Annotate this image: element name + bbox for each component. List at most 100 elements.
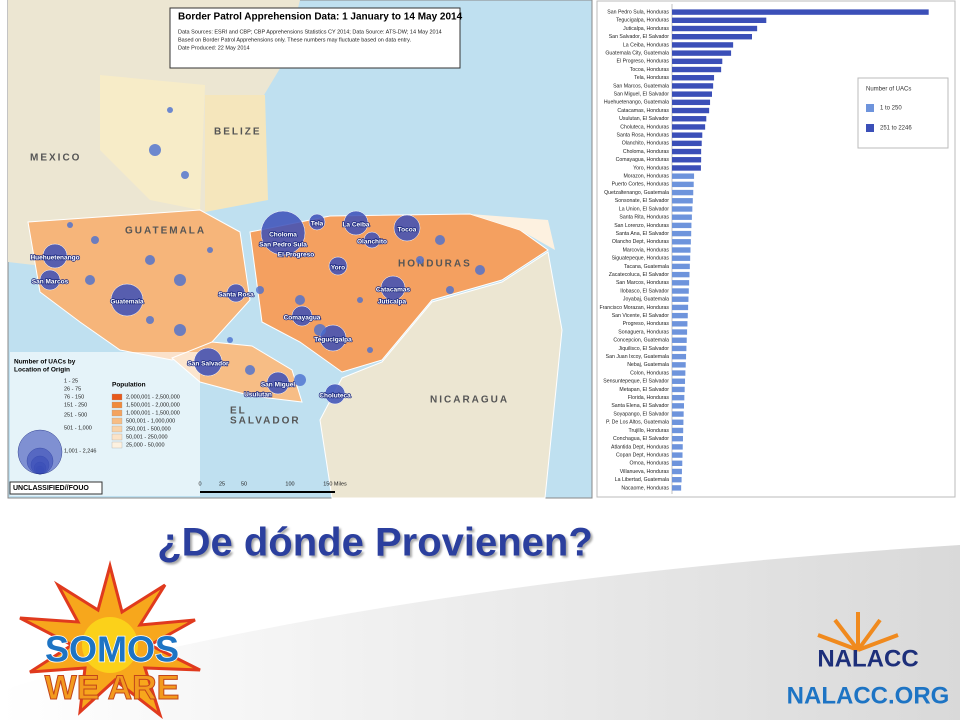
y-tick-label: San Juan Ixcoy, Guatemala (606, 354, 669, 360)
legend-title: Location of Origin (14, 367, 70, 374)
dot (67, 222, 73, 228)
map-title-box (169, 7, 461, 69)
y-tick-label: Usulutan, El Salvador (619, 116, 669, 122)
y-tick-label: Francisco Morazan, Honduras (600, 305, 670, 311)
classification: UNCLASSIFIED//FOUO (13, 485, 89, 492)
y-tick-label: Huehuetenango, Guatemala (604, 100, 669, 106)
y-tick-label: Jiquilisco, El Salvador (619, 346, 670, 352)
map-title: Border Patrol Apprehension Data: 1 Janua… (178, 12, 463, 23)
legend-label: 76 - 150 (64, 394, 84, 400)
legend-swatch (111, 401, 123, 409)
city-label: La Ceiba (342, 222, 369, 229)
bar (672, 362, 686, 368)
city-label: Tela (311, 221, 324, 228)
bar (672, 75, 715, 81)
land (470, 214, 555, 250)
y-tick-label: Atlantida Dept, Honduras (611, 444, 669, 450)
legend-title: Number of UACs by (14, 359, 76, 366)
legend-label: 1,000,001 - 1,500,000 (126, 410, 180, 416)
bar (672, 280, 690, 286)
y-tick-label: La Libertad, Guatemala (615, 477, 669, 483)
bar (672, 353, 687, 360)
bar (672, 99, 711, 106)
bar (672, 419, 684, 425)
bar (672, 255, 691, 261)
y-tick-label: San Vicente, El Salvador (612, 313, 670, 319)
slide-title: ¿De dónde Provienen? (157, 521, 593, 565)
bar (672, 263, 690, 270)
legend-bubble (17, 429, 63, 475)
city-label: El Progreso (278, 252, 315, 259)
bar (672, 107, 710, 114)
dot (367, 347, 373, 353)
country-label: EL (230, 406, 247, 417)
bar (672, 476, 682, 483)
y-tick-label: Santa Rosa, Honduras (617, 133, 670, 139)
y-tick-label: Choluteca, Honduras (620, 124, 669, 130)
bar (672, 116, 707, 122)
city-bubble (363, 231, 381, 249)
legend-swatch (111, 441, 123, 449)
city-bubble (42, 243, 68, 269)
legend-label: 2,000,001 - 2,500,000 (126, 394, 180, 400)
bar (672, 42, 734, 48)
legend-swatch (866, 104, 874, 112)
y-tick-label: Sensuntepeque, El Salvador (603, 379, 669, 385)
map: Border Patrol Apprehension Data: 1 Janua… (7, 0, 593, 499)
bar (672, 485, 682, 491)
y-tick-label: El Progreso, Honduras (617, 59, 670, 65)
dot (167, 107, 173, 113)
bar (672, 124, 706, 130)
bar (672, 83, 714, 89)
bar (672, 34, 752, 40)
land (205, 95, 268, 212)
country-label: NICARAGUA (430, 395, 509, 406)
city-label: San Marcos (32, 279, 69, 286)
legend-label: 1 to 250 (880, 106, 902, 112)
y-tick-label: Morazon, Honduras (623, 174, 669, 180)
country-label: GUATEMALA (125, 226, 206, 237)
y-tick-label: Conchagua, El Salvador (613, 436, 669, 442)
city-label: San Pedro Sula (259, 242, 307, 249)
bar (672, 214, 692, 220)
y-tick-label: Olancho Dept, Honduras (612, 239, 670, 245)
legend-swatch (866, 124, 874, 132)
y-tick-label: P. De Los Altos, Guatemala (606, 420, 669, 426)
somos-logo: SOMOS WE ARE (19, 560, 201, 720)
bar (672, 386, 685, 393)
bar (672, 271, 690, 278)
map-note: Data Sources: ESRI and CBP; CBP Apprehen… (178, 29, 442, 35)
legend-swatch (111, 425, 123, 433)
bar (672, 25, 758, 32)
city-label: San Miguel (261, 382, 296, 389)
dot (294, 374, 306, 386)
nalacc-logo: NALACC NALACC.ORG (787, 612, 949, 709)
country-label: BELIZE (214, 127, 262, 138)
bar (672, 66, 722, 73)
bar (672, 17, 767, 24)
bar (672, 296, 689, 302)
dot (149, 144, 161, 156)
country-label: MEXICO (30, 153, 81, 164)
dot (91, 236, 99, 244)
y-tick-label: Villanueva, Honduras (620, 469, 670, 475)
city-label: Catacamas (376, 287, 411, 294)
legend-title: Number of UACs (866, 87, 911, 93)
dot (245, 365, 255, 375)
y-tick-label: San Marcos, Honduras (616, 280, 669, 286)
legend-label: 250,001 - 500,000 (126, 426, 171, 432)
city-label: Choluteca (319, 393, 351, 400)
city-label: Choloma (269, 232, 297, 239)
city-label: San Salvador (187, 361, 229, 368)
y-tick-label: Tacana, Guatemala (624, 264, 669, 270)
bar (672, 222, 692, 229)
dot (146, 316, 154, 324)
scale-label: 25 (219, 481, 225, 487)
y-tick-label: Metapan, El Salvador (619, 387, 669, 393)
legend-label: 1 - 25 (64, 378, 78, 384)
bar (672, 247, 691, 253)
y-tick-label: Concepcion, Guatemala (613, 338, 669, 344)
country-label: HONDURAS (398, 259, 472, 270)
